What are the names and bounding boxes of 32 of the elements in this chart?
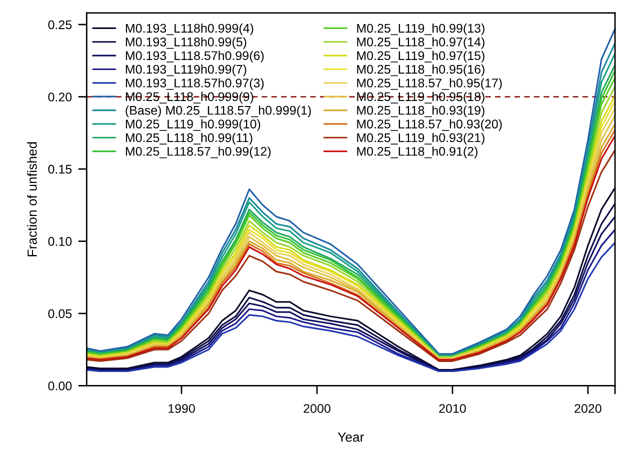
y-axis-title: Fraction of unfished xyxy=(27,142,37,256)
legend-label: M0.193_L118h0.999(4) xyxy=(126,24,254,36)
legend-label: (Base) M0.25_L118.57_h0.999(1) xyxy=(126,106,311,118)
legend-label: M0.25_L119_h0.93(21) xyxy=(357,132,484,145)
legend-label: M0.25_L118_h0.91(2) xyxy=(357,146,478,158)
legend-label: M0.193_L118.57h0.99(6) xyxy=(126,50,264,63)
legend-label: M0.25_L118.57_h0.95(17) xyxy=(357,78,502,90)
y-tick-label: 0.25 xyxy=(48,20,72,30)
legend-label: M0.25_L118_h0.999(9) xyxy=(126,92,254,104)
x-tick-label: 2000 xyxy=(304,404,330,413)
legend-label: M0.25_L118_h0.97(14) xyxy=(357,37,484,49)
legend-label: M0.25_L118.57_h0.93(20) xyxy=(357,119,502,131)
legend-label: M0.193_L118.57h0.97(3) xyxy=(126,78,264,90)
x-tick-label: 2010 xyxy=(439,404,466,413)
x-tick-label: 2020 xyxy=(574,404,602,413)
legend-label: M0.25_L118_h0.95(16) xyxy=(357,64,484,76)
y-tick-label: 0.15 xyxy=(48,164,72,174)
legend-label: M0.193_L119h0.99(7) xyxy=(126,64,246,76)
y-tick-label: 0.05 xyxy=(48,309,72,318)
legend-label: M0.25_L118_h0.93(19) xyxy=(357,106,484,118)
legend-label: M0.25_L118_h0.99(11) xyxy=(126,132,252,145)
legend-label: M0.25_L119_h0.97(15) xyxy=(357,50,484,63)
y-tick-label: 0.10 xyxy=(48,237,72,246)
legend-label: M0.25_L118.57_h0.99(12) xyxy=(126,146,271,158)
x-tick-label: 1990 xyxy=(168,404,195,413)
legend-label: M0.193_L118h0.99(5) xyxy=(126,37,246,49)
legend-label: M0.25_L119_h0.999(10) xyxy=(126,119,260,131)
x-axis-title: Year xyxy=(338,432,364,442)
y-tick-label: 0.20 xyxy=(48,92,72,102)
y-tick-label: 0.00 xyxy=(48,382,72,390)
legend-label: M0.25_L119_h0.95(18) xyxy=(357,92,484,104)
legend-label: M0.25_L119_h0.99(13) xyxy=(357,24,484,36)
